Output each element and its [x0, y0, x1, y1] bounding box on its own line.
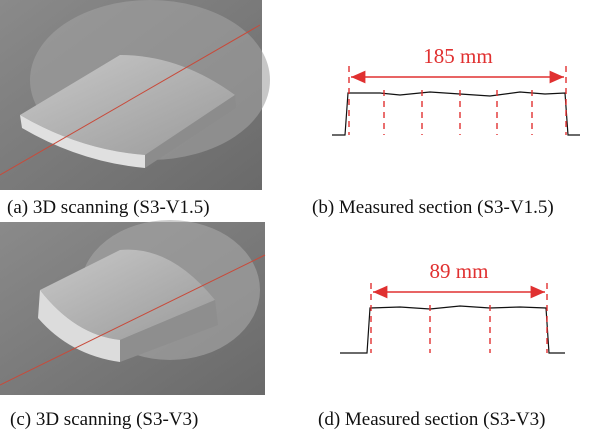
- section-plot-d: [340, 283, 565, 353]
- caption: (c) 3D scanning (S3-V3): [10, 409, 198, 430]
- scan-image-c: [0, 220, 265, 395]
- caption: (d) Measured section (S3-V3): [318, 409, 545, 430]
- scan-image-a: [0, 0, 270, 190]
- caption: (b) Measured section (S3-V1.5): [312, 197, 554, 218]
- dimension-label: 185 mm: [423, 44, 492, 68]
- caption: (a) 3D scanning (S3-V1.5): [7, 197, 210, 218]
- dimension-label: 89 mm: [430, 259, 489, 283]
- section-plot-b: [332, 66, 580, 135]
- figure: (a) 3D scanning (S3-V1.5) 185 mm (b) Mea…: [0, 0, 607, 434]
